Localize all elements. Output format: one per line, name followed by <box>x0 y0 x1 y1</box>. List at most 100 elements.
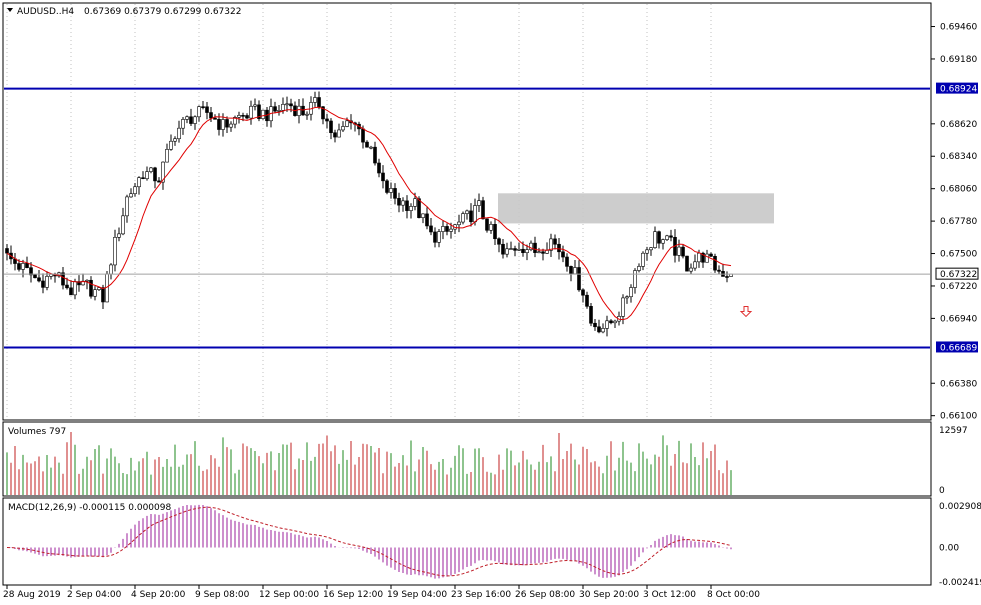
candle <box>661 238 665 250</box>
candle <box>97 286 101 291</box>
candle <box>329 118 333 140</box>
candle <box>297 99 301 124</box>
chevron-down-icon[interactable] <box>7 8 13 12</box>
macd-title: MACD(12,26,9) -0.000115 0.000098 <box>8 503 171 513</box>
candle <box>689 263 693 275</box>
level-tags: 0.68924 0.66689 <box>936 82 978 353</box>
candle <box>597 319 601 334</box>
time-tick-label: 23 Sep 16:00 <box>451 590 511 600</box>
macd-histogram <box>10 504 732 579</box>
volume-zero-label: 0 <box>939 486 945 496</box>
candle <box>369 145 373 150</box>
price-axis: 0.69460 0.69180 0.68620 0.68340 0.68060 0.677… <box>931 23 977 422</box>
candle <box>717 265 721 275</box>
candle <box>377 158 381 178</box>
candle <box>577 260 581 292</box>
time-tick-label: 28 Aug 2019 <box>3 590 61 600</box>
candle <box>389 182 393 199</box>
candle <box>333 129 337 143</box>
candle <box>337 123 341 138</box>
candle <box>441 220 445 240</box>
candle <box>37 270 41 283</box>
time-tick-label: 8 Oct 00:00 <box>707 590 760 600</box>
candle <box>149 167 153 174</box>
candle <box>497 237 501 253</box>
candle <box>405 195 409 219</box>
candle <box>477 193 481 213</box>
candle <box>681 244 685 259</box>
price-tick-label: 0.69460 <box>940 23 977 33</box>
candle <box>501 239 505 259</box>
candle <box>189 108 193 127</box>
candle <box>313 91 317 107</box>
time-tick-label: 30 Sep 20:00 <box>579 590 639 600</box>
sell-arrow-icon[interactable] <box>739 305 753 318</box>
candle <box>469 203 473 227</box>
candle <box>425 207 429 230</box>
candle <box>133 183 137 197</box>
candle <box>305 111 309 120</box>
time-tick-label: 12 Sep 00:00 <box>259 590 319 600</box>
candle <box>257 100 261 122</box>
candlesticks <box>5 91 733 337</box>
candle <box>277 105 281 116</box>
candle <box>525 244 529 261</box>
candle <box>89 276 93 299</box>
zone-rect <box>498 193 774 224</box>
candle <box>653 226 657 249</box>
symbol-label: AUDUSD..H4 <box>17 7 74 17</box>
time-tick-label: 3 Oct 12:00 <box>643 590 696 600</box>
candle <box>561 245 565 263</box>
macd-tick-label: 0.002908 <box>939 502 981 512</box>
candle <box>157 177 161 183</box>
candle <box>229 121 233 132</box>
candle <box>481 196 485 220</box>
candle <box>593 319 597 331</box>
candle <box>137 176 141 195</box>
candle <box>505 242 509 258</box>
candle <box>713 253 717 273</box>
candle <box>613 319 617 329</box>
candle <box>669 229 673 242</box>
candle <box>121 207 125 236</box>
candle <box>141 171 145 180</box>
candle <box>201 100 205 110</box>
horizontal-levels[interactable] <box>4 87 930 349</box>
candle <box>553 234 557 250</box>
candle <box>457 214 461 233</box>
candle <box>373 141 377 166</box>
candle <box>513 245 517 257</box>
candle <box>209 107 213 122</box>
candle <box>161 161 165 190</box>
macd-tick-label: -0.002419 <box>939 578 981 588</box>
level-tag <box>936 341 978 353</box>
candle <box>725 271 729 283</box>
candle <box>197 105 201 122</box>
candle <box>381 165 385 189</box>
candle <box>69 280 73 296</box>
candle <box>445 223 449 236</box>
candle <box>145 166 149 181</box>
candle <box>77 275 81 292</box>
candle <box>181 116 185 135</box>
candle <box>489 221 493 234</box>
candle <box>165 143 169 163</box>
current-price-label: 0.67322 <box>940 270 977 280</box>
macd-panel[interactable] <box>2 497 932 586</box>
candle <box>29 262 33 283</box>
candle <box>657 230 661 249</box>
volume-max-label: 12597 <box>939 426 968 436</box>
candle <box>117 227 121 242</box>
time-tick-label: 26 Sep 08:00 <box>515 590 575 600</box>
candle <box>245 113 249 120</box>
candle <box>185 115 189 124</box>
arrow-shape[interactable] <box>739 305 753 318</box>
candle <box>129 188 133 198</box>
candle <box>193 115 197 130</box>
time-tick-label: 2 Sep 04:00 <box>67 590 122 600</box>
candle <box>169 134 173 151</box>
volume-bars <box>6 432 732 495</box>
time-tick-label: 16 Sep 12:00 <box>323 590 383 600</box>
level-tag <box>936 82 978 94</box>
